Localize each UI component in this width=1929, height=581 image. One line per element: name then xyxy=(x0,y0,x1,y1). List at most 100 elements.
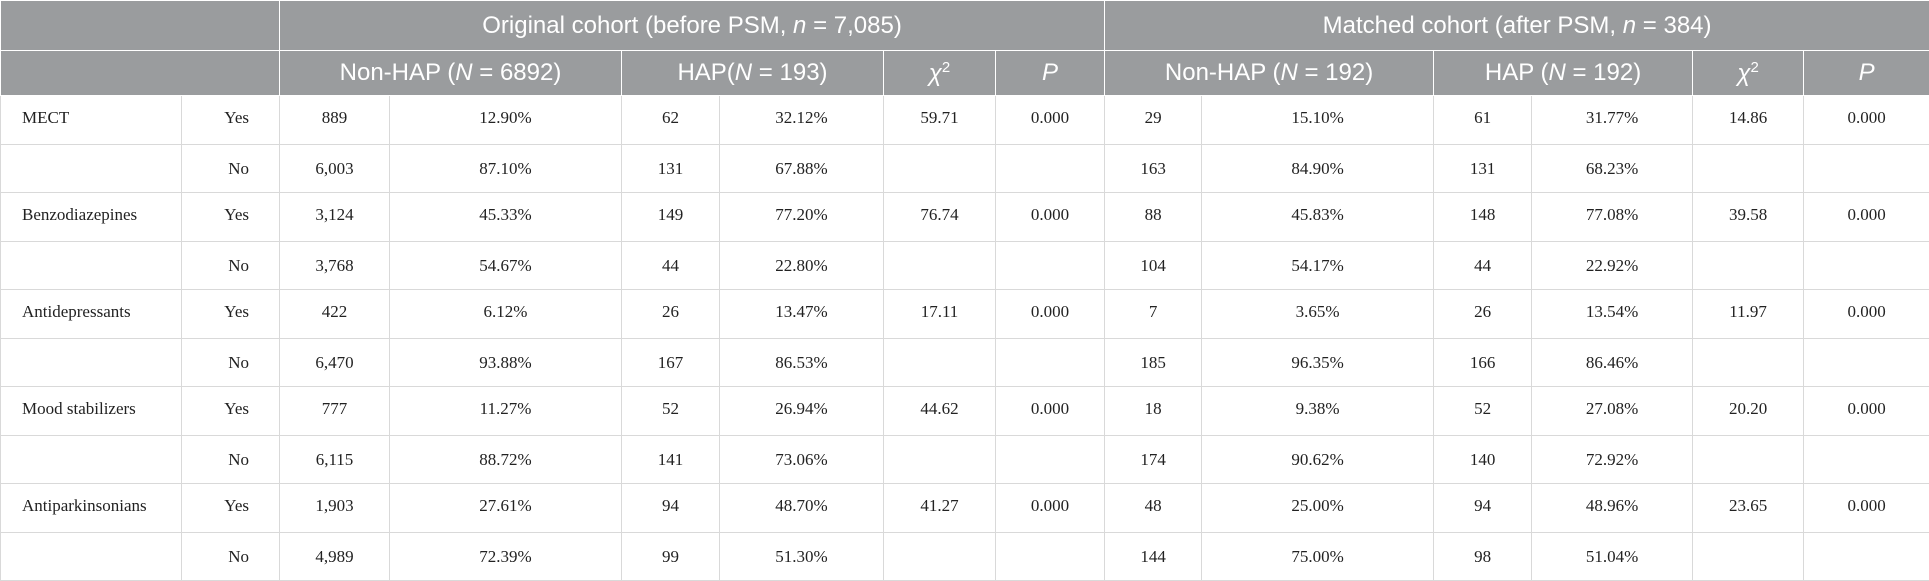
cell-original-hap-count: 94 xyxy=(622,484,720,533)
cell-original-hap-percent: 13.47% xyxy=(720,290,884,339)
cell-original-nonhap-percent: 88.72% xyxy=(390,436,622,484)
cell-original-hap-count: 149 xyxy=(622,193,720,242)
cell-original-chi-square: 44.62 xyxy=(884,387,996,436)
cell-matched-nonhap-count: 18 xyxy=(1105,387,1202,436)
cell-matched-nonhap-count: 104 xyxy=(1105,242,1202,290)
cell-matched-hap-count: 98 xyxy=(1434,533,1532,581)
cell-variable xyxy=(1,145,182,193)
cell-matched-nonhap-percent: 84.90% xyxy=(1202,145,1434,193)
header-hap-original: HAP(N = 193) xyxy=(622,51,884,96)
cell-matched-p-value xyxy=(1804,533,1929,581)
header-hap-matched: HAP (N = 192) xyxy=(1434,51,1693,96)
cell-original-nonhap-percent: 72.39% xyxy=(390,533,622,581)
header-matched-cohort: Matched cohort (after PSM, n = 384) xyxy=(1105,1,1929,51)
cell-original-hap-percent: 77.20% xyxy=(720,193,884,242)
cell-matched-p-value xyxy=(1804,242,1929,290)
header-chi-original: χ2 xyxy=(884,51,996,96)
cell-original-p-value xyxy=(996,436,1105,484)
cell-original-p-value: 0.000 xyxy=(996,96,1105,145)
cell-matched-chi-square: 20.20 xyxy=(1693,387,1804,436)
cell-matched-hap-percent: 86.46% xyxy=(1532,339,1693,387)
cell-matched-hap-percent: 27.08% xyxy=(1532,387,1693,436)
cell-original-nonhap-percent: 45.33% xyxy=(390,193,622,242)
cell-matched-hap-count: 52 xyxy=(1434,387,1532,436)
header-blank-cell xyxy=(1,1,280,51)
cell-original-chi-square: 17.11 xyxy=(884,290,996,339)
cell-matched-hap-percent: 77.08% xyxy=(1532,193,1693,242)
cell-matched-chi-square: 14.86 xyxy=(1693,96,1804,145)
cell-variable: Antiparkinsonians xyxy=(1,484,182,533)
cell-level: Yes xyxy=(182,193,280,242)
cell-matched-hap-count: 26 xyxy=(1434,290,1532,339)
cell-matched-p-value: 0.000 xyxy=(1804,484,1929,533)
cell-matched-nonhap-count: 185 xyxy=(1105,339,1202,387)
header-p-matched: P xyxy=(1804,51,1929,96)
cell-original-chi-square: 41.27 xyxy=(884,484,996,533)
cell-matched-hap-count: 166 xyxy=(1434,339,1532,387)
cell-original-nonhap-count: 777 xyxy=(280,387,390,436)
cell-level: No xyxy=(182,533,280,581)
cell-matched-hap-percent: 51.04% xyxy=(1532,533,1693,581)
cell-original-nonhap-count: 6,470 xyxy=(280,339,390,387)
cell-original-chi-square xyxy=(884,436,996,484)
header-row-columns: Non-HAP (N = 6892) HAP(N = 193) χ2 P Non… xyxy=(1,51,1929,96)
cell-original-chi-square xyxy=(884,533,996,581)
cell-matched-p-value: 0.000 xyxy=(1804,96,1929,145)
header-chi-matched: χ2 xyxy=(1693,51,1804,96)
header-blank-cell xyxy=(1,51,280,96)
cell-original-hap-percent: 86.53% xyxy=(720,339,884,387)
cell-variable: Mood stabilizers xyxy=(1,387,182,436)
cell-matched-nonhap-count: 7 xyxy=(1105,290,1202,339)
cell-original-hap-count: 44 xyxy=(622,242,720,290)
cell-level: No xyxy=(182,242,280,290)
cell-matched-hap-count: 131 xyxy=(1434,145,1532,193)
cell-matched-hap-count: 148 xyxy=(1434,193,1532,242)
cell-matched-nonhap-percent: 15.10% xyxy=(1202,96,1434,145)
cell-matched-chi-square xyxy=(1693,242,1804,290)
cell-original-p-value xyxy=(996,242,1105,290)
cell-matched-hap-count: 44 xyxy=(1434,242,1532,290)
cell-original-nonhap-count: 3,124 xyxy=(280,193,390,242)
cell-matched-chi-square: 39.58 xyxy=(1693,193,1804,242)
cell-matched-p-value xyxy=(1804,145,1929,193)
cell-original-nonhap-count: 4,989 xyxy=(280,533,390,581)
cell-variable: Benzodiazepines xyxy=(1,193,182,242)
cell-original-chi-square xyxy=(884,339,996,387)
cell-original-hap-count: 131 xyxy=(622,145,720,193)
cell-original-nonhap-count: 889 xyxy=(280,96,390,145)
cell-variable xyxy=(1,436,182,484)
cell-original-hap-count: 99 xyxy=(622,533,720,581)
cell-original-hap-percent: 51.30% xyxy=(720,533,884,581)
cell-matched-chi-square xyxy=(1693,145,1804,193)
cell-matched-nonhap-percent: 25.00% xyxy=(1202,484,1434,533)
cell-matched-chi-square: 11.97 xyxy=(1693,290,1804,339)
cell-matched-hap-percent: 68.23% xyxy=(1532,145,1693,193)
header-nonhap-original: Non-HAP (N = 6892) xyxy=(280,51,622,96)
cell-matched-p-value xyxy=(1804,436,1929,484)
cell-original-nonhap-count: 3,768 xyxy=(280,242,390,290)
cell-level: No xyxy=(182,145,280,193)
cell-original-hap-count: 52 xyxy=(622,387,720,436)
cell-matched-chi-square xyxy=(1693,533,1804,581)
cell-level: Yes xyxy=(182,290,280,339)
cell-matched-nonhap-count: 163 xyxy=(1105,145,1202,193)
cell-original-nonhap-percent: 6.12% xyxy=(390,290,622,339)
cell-original-hap-count: 62 xyxy=(622,96,720,145)
cell-original-p-value: 0.000 xyxy=(996,290,1105,339)
cell-original-nonhap-percent: 93.88% xyxy=(390,339,622,387)
cell-matched-p-value: 0.000 xyxy=(1804,290,1929,339)
cell-variable xyxy=(1,533,182,581)
cell-original-nonhap-count: 6,115 xyxy=(280,436,390,484)
cell-matched-nonhap-count: 144 xyxy=(1105,533,1202,581)
cell-matched-p-value: 0.000 xyxy=(1804,387,1929,436)
cell-original-hap-count: 167 xyxy=(622,339,720,387)
cell-matched-hap-percent: 31.77% xyxy=(1532,96,1693,145)
header-nonhap-matched: Non-HAP (N = 192) xyxy=(1105,51,1434,96)
cell-original-chi-square xyxy=(884,242,996,290)
cell-original-p-value: 0.000 xyxy=(996,193,1105,242)
